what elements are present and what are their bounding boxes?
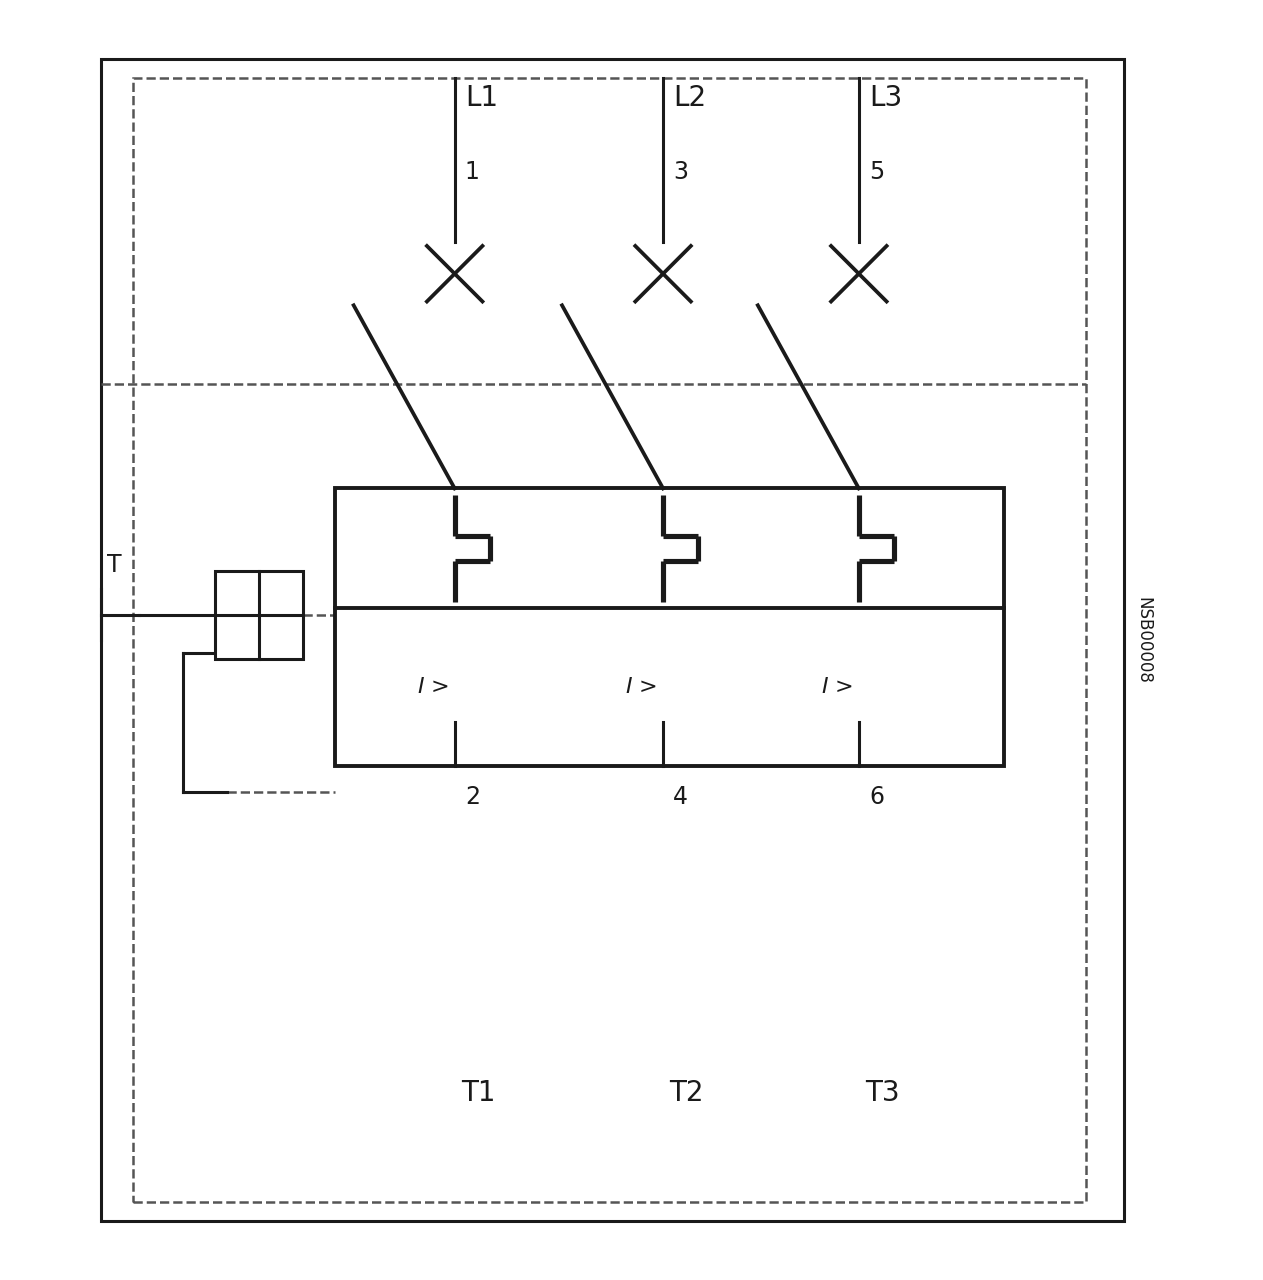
Bar <box>215 571 303 659</box>
Text: T1: T1 <box>461 1079 495 1107</box>
Bar <box>101 59 1124 1221</box>
Text: NSB00008: NSB00008 <box>1134 596 1152 684</box>
Text: L3: L3 <box>869 84 902 113</box>
Text: 4: 4 <box>673 785 688 809</box>
Text: $\it{I}$ >: $\it{I}$ > <box>821 677 853 698</box>
Bar <box>133 78 1086 1202</box>
Text: T3: T3 <box>865 1079 899 1107</box>
Text: L1: L1 <box>465 84 498 113</box>
Text: 5: 5 <box>869 160 884 184</box>
Text: 3: 3 <box>673 160 688 184</box>
Text: 6: 6 <box>869 785 884 809</box>
Text: L2: L2 <box>673 84 706 113</box>
Text: 2: 2 <box>465 785 480 809</box>
Text: $\it{I}$ >: $\it{I}$ > <box>625 677 657 698</box>
Text: T: T <box>107 553 123 577</box>
Bar <box>335 489 1004 767</box>
Text: 1: 1 <box>465 160 480 184</box>
Text: T2: T2 <box>669 1079 703 1107</box>
Text: $\it{I}$ >: $\it{I}$ > <box>417 677 448 698</box>
